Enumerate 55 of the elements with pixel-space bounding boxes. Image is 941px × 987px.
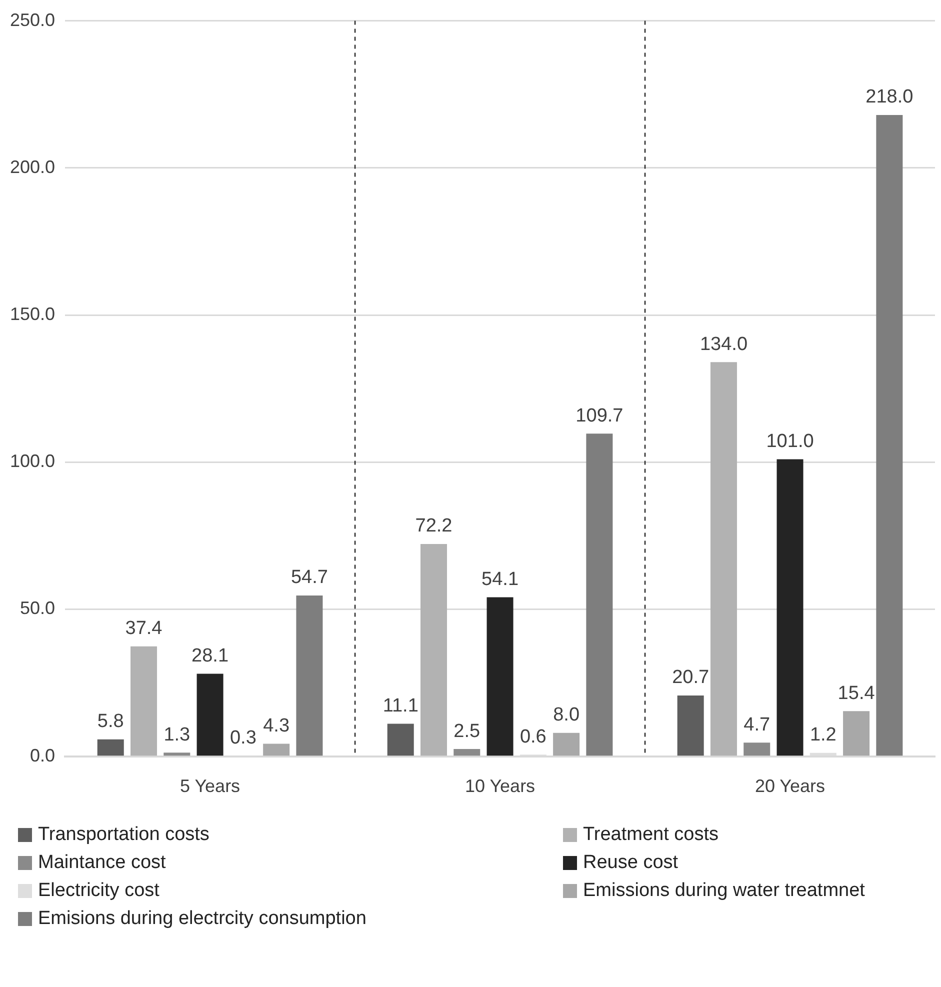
- bar: [677, 695, 704, 756]
- data-label: 0.6: [520, 726, 546, 748]
- bar: [454, 749, 480, 756]
- data-label: 15.4: [838, 682, 876, 704]
- data-label: 2.5: [454, 720, 480, 742]
- bar: [776, 459, 804, 756]
- x-tick-label: 10 Years: [464, 776, 536, 796]
- legend-label: Emisions during electrcity consumption: [38, 908, 366, 930]
- data-label: 4.7: [744, 714, 770, 736]
- data-label: 218.0: [866, 86, 914, 108]
- y-tick-label: 0.0: [30, 745, 56, 766]
- x-tick-label: 20 Years: [754, 776, 826, 796]
- legend-label: Treatment costs: [583, 824, 719, 846]
- legend-label: Electricity cost: [38, 880, 160, 902]
- bar: [486, 597, 514, 756]
- bar: [196, 674, 224, 756]
- bar: [164, 752, 190, 756]
- y-tick-label: 50.0: [20, 598, 56, 618]
- y-tick-label: 100.0: [10, 451, 56, 472]
- bar: [744, 742, 770, 756]
- x-tick-label: 5 Years: [180, 776, 240, 796]
- data-label: 54.7: [290, 567, 328, 588]
- bar: [296, 595, 323, 756]
- data-label: 1.3: [164, 724, 190, 746]
- y-tick-label: 150.0: [10, 304, 56, 324]
- data-label: 37.4: [125, 618, 163, 640]
- y-tick-label: 200.0: [10, 156, 56, 177]
- bar: [586, 434, 613, 756]
- bar: [843, 711, 870, 756]
- data-label: 5.8: [97, 711, 124, 732]
- data-label: 0.3: [230, 727, 256, 748]
- bar: [263, 744, 290, 756]
- data-label: 28.1: [192, 645, 229, 666]
- bar: [876, 114, 903, 756]
- data-label: 101.0: [766, 430, 814, 452]
- data-label: 11.1: [382, 695, 418, 716]
- bar: [553, 732, 580, 756]
- data-label: 72.2: [415, 516, 452, 537]
- bar: [710, 362, 737, 756]
- legend-label: Reuse cost: [583, 852, 678, 874]
- bar: [387, 724, 414, 756]
- data-label: 134.0: [700, 334, 748, 355]
- bar: [97, 739, 124, 756]
- data-label: 20.7: [672, 667, 710, 688]
- data-label: 8.0: [553, 704, 580, 726]
- y-tick-label: 250.0: [10, 10, 56, 30]
- data-label: 4.3: [263, 715, 290, 736]
- data-label: 1.2: [810, 724, 836, 746]
- data-label: 109.7: [576, 405, 624, 426]
- bar: [420, 544, 447, 756]
- bar: [130, 646, 158, 756]
- legend-label: Transportation costs: [38, 824, 210, 846]
- legend-label: Emissions during water treatmnet: [583, 880, 865, 902]
- legend-label: Maintance cost: [38, 852, 166, 874]
- data-label: 54.1: [482, 568, 519, 590]
